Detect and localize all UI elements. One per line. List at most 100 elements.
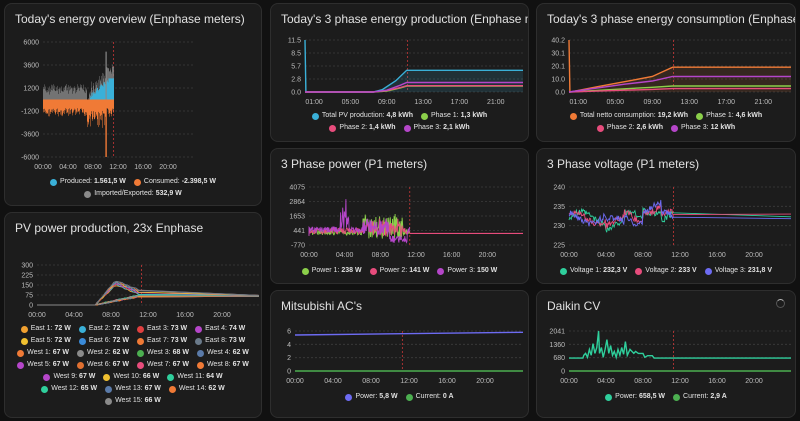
bar-consumed[interactable] <box>91 99 92 112</box>
bar-produced[interactable] <box>110 78 112 100</box>
bar-consumed[interactable] <box>69 99 70 109</box>
bar-produced[interactable] <box>111 78 113 100</box>
bar-consumed[interactable] <box>79 99 81 111</box>
legend-item[interactable]: West 2: 62 W <box>77 347 129 359</box>
bar-imported-exported[interactable] <box>54 90 56 100</box>
bar-imported-exported[interactable] <box>70 89 71 100</box>
bar-imported-exported[interactable] <box>81 87 82 100</box>
bar-consumed[interactable] <box>56 99 57 110</box>
bar-consumed[interactable] <box>57 99 59 114</box>
bar-produced[interactable] <box>96 90 97 100</box>
legend-item[interactable]: Current: 0 A <box>405 391 454 403</box>
bar-produced[interactable] <box>101 85 103 100</box>
bar-imported-exported[interactable] <box>56 90 58 100</box>
bar-consumed[interactable] <box>64 99 66 115</box>
bar-consumed[interactable] <box>92 99 94 119</box>
legend-item[interactable]: West 9: 67 W <box>43 371 95 383</box>
bar-produced[interactable] <box>106 81 108 100</box>
bar-imported-exported[interactable] <box>47 92 48 100</box>
bar-produced[interactable] <box>91 96 93 100</box>
bar-imported-exported[interactable] <box>64 90 66 100</box>
legend-item[interactable]: Power 3: 150 W <box>437 265 497 277</box>
bar-produced[interactable] <box>108 82 110 100</box>
bar-consumed[interactable] <box>86 99 87 113</box>
bar-imported-exported[interactable] <box>60 92 62 100</box>
bar-consumed[interactable] <box>103 99 105 114</box>
bar-imported-exported[interactable] <box>93 83 95 100</box>
bar-consumed[interactable] <box>52 99 54 110</box>
series-area-total-consumption[interactable] <box>569 40 791 92</box>
bar-imported-exported[interactable] <box>53 84 55 100</box>
bar-consumed[interactable] <box>111 99 113 115</box>
bar-consumed[interactable] <box>80 99 82 109</box>
bar-produced[interactable] <box>94 92 96 100</box>
bar-imported-exported[interactable] <box>80 87 82 100</box>
bar-imported-exported[interactable] <box>47 90 49 100</box>
bar-imported-exported[interactable] <box>72 88 73 100</box>
bar-consumed[interactable] <box>62 99 64 115</box>
bar-consumed[interactable] <box>88 99 90 123</box>
bar-consumed[interactable] <box>100 99 102 116</box>
series-line-panel[interactable] <box>37 295 260 306</box>
bar-produced[interactable] <box>94 93 95 100</box>
bar-imported-exported[interactable] <box>62 91 64 100</box>
bar-imported-exported[interactable] <box>77 84 79 100</box>
bar-produced[interactable] <box>112 78 114 100</box>
bar-consumed[interactable] <box>99 99 101 126</box>
legend-item[interactable]: West 5: 67 W <box>17 359 69 371</box>
bar-consumed[interactable] <box>46 99 48 113</box>
legend-item[interactable]: West 14: 62 W <box>168 383 225 395</box>
bar-consumed[interactable] <box>52 99 53 113</box>
bar-consumed[interactable] <box>90 99 92 117</box>
bar-produced[interactable] <box>103 86 105 100</box>
bar-imported-exported[interactable] <box>49 94 51 100</box>
bar-imported-exported[interactable] <box>60 88 61 100</box>
card-title[interactable]: Today's 3 phase energy production (Enpha… <box>281 12 528 26</box>
bar-consumed[interactable] <box>86 99 88 115</box>
legend-item[interactable]: Power 1: 238 W <box>301 265 362 277</box>
bar-consumed[interactable] <box>94 99 96 120</box>
bar-consumed[interactable] <box>66 99 68 109</box>
bar-consumed[interactable] <box>49 99 50 110</box>
series-area-total-pv[interactable] <box>305 40 523 92</box>
bar-consumed[interactable] <box>50 99 52 114</box>
bar-imported-exported[interactable] <box>80 84 81 100</box>
bar-consumed[interactable] <box>97 99 99 126</box>
bar-imported-exported[interactable] <box>76 92 77 100</box>
series-line-power[interactable] <box>294 331 524 336</box>
bar-imported-exported[interactable] <box>78 88 79 100</box>
bar-consumed[interactable] <box>43 99 44 113</box>
bar-consumed[interactable] <box>84 99 86 116</box>
bar-consumed[interactable] <box>67 99 68 113</box>
bar-imported-exported[interactable] <box>49 86 50 100</box>
bar-consumed[interactable] <box>65 99 67 109</box>
bar-produced[interactable] <box>93 91 94 100</box>
bar-imported-exported[interactable] <box>71 88 72 100</box>
series-line-panel[interactable] <box>37 295 260 306</box>
bar-imported-exported[interactable] <box>68 93 70 100</box>
bar-consumed[interactable] <box>58 99 59 117</box>
bar-consumed[interactable] <box>72 99 74 116</box>
legend-item[interactable]: East 1: 72 W <box>20 323 71 335</box>
bar-produced[interactable] <box>97 87 98 100</box>
bar-produced[interactable] <box>113 78 114 100</box>
bar-imported-exported[interactable] <box>69 86 70 100</box>
bar-imported-exported[interactable] <box>77 89 78 100</box>
bar-consumed[interactable] <box>48 99 50 117</box>
legend-item[interactable]: East 3: 73 W <box>137 323 187 335</box>
legend-item[interactable]: West 10: 66 W <box>103 371 159 383</box>
bar-consumed[interactable] <box>112 99 114 109</box>
bar-imported-exported[interactable] <box>66 84 68 100</box>
bar-produced[interactable] <box>102 86 103 100</box>
bar-consumed[interactable] <box>60 99 61 111</box>
bar-produced[interactable] <box>93 93 95 100</box>
bar-consumed[interactable] <box>51 99 52 110</box>
bar-consumed[interactable] <box>54 99 55 111</box>
bar-consumed[interactable] <box>78 99 80 112</box>
legend-item[interactable]: West 3: 68 W <box>137 347 189 359</box>
bar-consumed[interactable] <box>77 99 78 113</box>
bar-consumed[interactable] <box>70 99 71 114</box>
bar-imported-exported[interactable] <box>73 91 74 100</box>
bar-consumed[interactable] <box>50 99 51 112</box>
card-title[interactable]: Daikin CV <box>547 299 601 313</box>
